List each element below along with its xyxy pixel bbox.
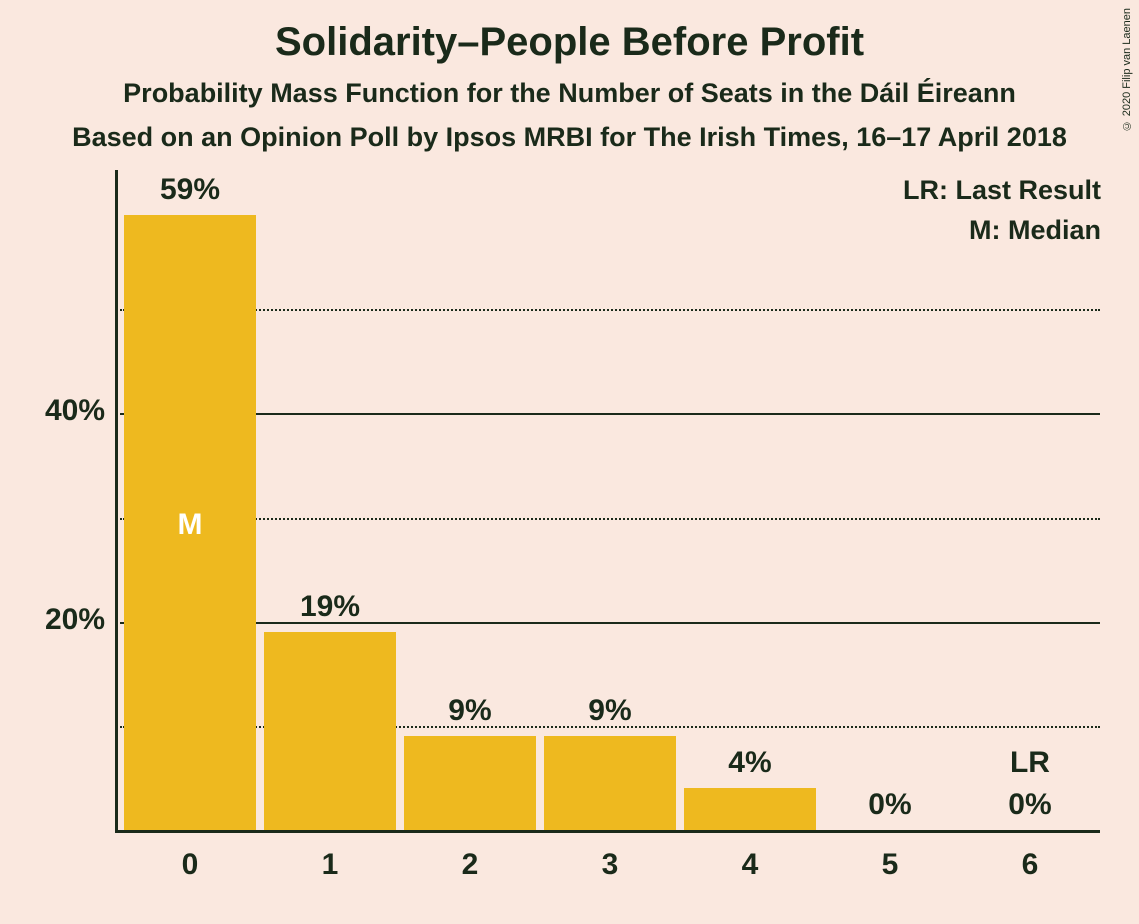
copyright-text: © 2020 Filip van Laenen (1121, 8, 1133, 131)
gridline-major (120, 413, 1100, 415)
y-axis-tick-label: 40% (45, 394, 105, 428)
chart-subtitle-2: Based on an Opinion Poll by Ipsos MRBI f… (0, 122, 1139, 153)
lr-marker: LR (964, 746, 1096, 780)
chart-title: Solidarity–People Before Profit (0, 20, 1139, 65)
x-axis-tick-label: 5 (824, 848, 956, 882)
bar (684, 788, 816, 830)
bar (404, 736, 536, 830)
bar-value-label: 9% (544, 694, 676, 728)
legend-m: M: Median (969, 215, 1101, 246)
bar-value-label: 19% (264, 590, 396, 624)
x-axis-tick-label: 4 (684, 848, 816, 882)
y-axis-tick-label: 20% (45, 603, 105, 637)
median-marker: M (124, 508, 256, 542)
x-axis-tick-label: 3 (544, 848, 676, 882)
gridline-minor (120, 518, 1100, 520)
bar (544, 736, 676, 830)
x-axis-line (115, 830, 1100, 833)
x-axis-tick-label: 6 (964, 848, 1096, 882)
plot-area: 59%0M19%19%29%34%40%50%6LR (115, 205, 1100, 830)
bar-value-label: 0% (964, 788, 1096, 822)
bar-value-label: 9% (404, 694, 536, 728)
bar-value-label: 59% (124, 173, 256, 207)
legend-lr: LR: Last Result (903, 175, 1101, 206)
x-axis-tick-label: 1 (264, 848, 396, 882)
bar-value-label: 0% (824, 788, 956, 822)
bar (264, 632, 396, 830)
x-axis-tick-label: 0 (124, 848, 256, 882)
gridline-minor (120, 309, 1100, 311)
bar-value-label: 4% (684, 746, 816, 780)
x-axis-tick-label: 2 (404, 848, 536, 882)
chart-subtitle-1: Probability Mass Function for the Number… (0, 78, 1139, 109)
chart-container: Solidarity–People Before Profit Probabil… (0, 0, 1139, 924)
y-axis-line (115, 170, 118, 830)
